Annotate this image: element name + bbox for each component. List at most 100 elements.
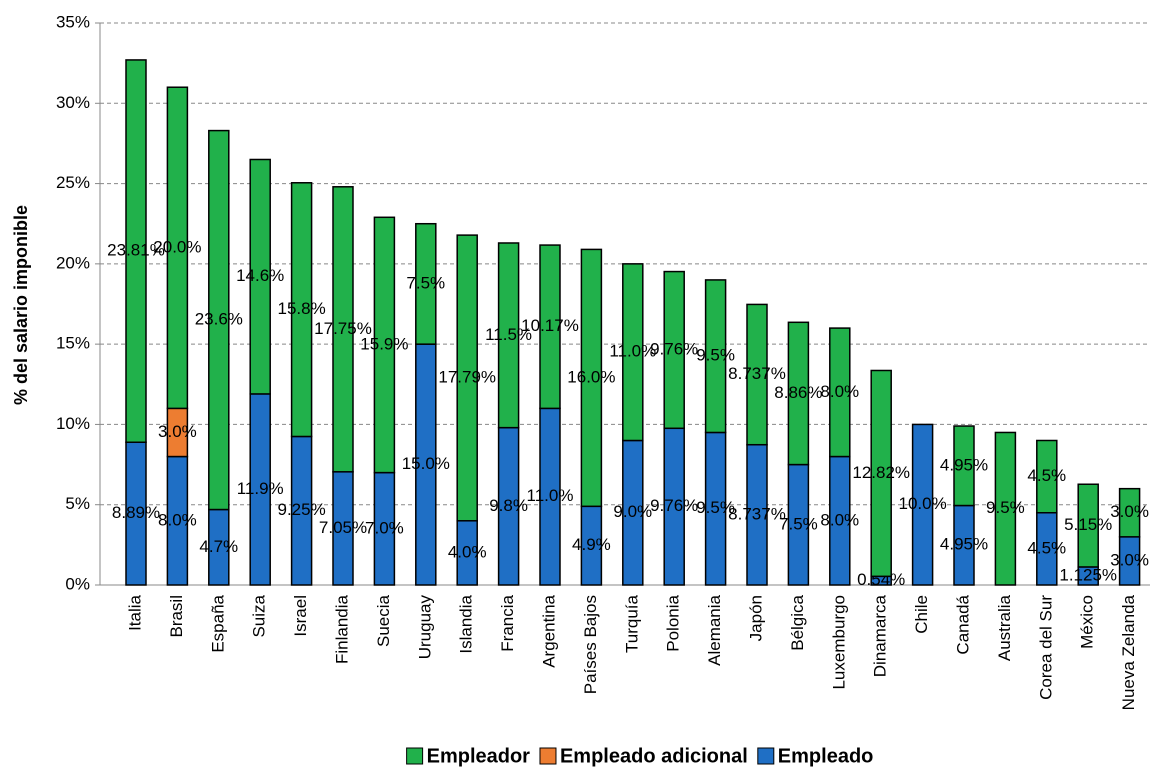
data-label: 3.0%: [1110, 502, 1149, 521]
x-tick-label: Brasil: [167, 595, 186, 638]
legend-label: Empleado adicional: [560, 745, 748, 767]
x-tick-label: Chile: [912, 595, 931, 634]
data-label: 17.79%: [438, 367, 496, 386]
bar-segment: [870, 369, 892, 578]
data-label: 8.737%: [728, 504, 786, 523]
bar-segment: [290, 182, 313, 438]
x-tick-label: Japón: [746, 595, 765, 641]
legend-swatch: [757, 747, 775, 765]
data-label: 7.0%: [365, 518, 404, 537]
x-tick-label: Polonia: [664, 594, 683, 651]
x-tick-label: Australia: [995, 594, 1014, 661]
bar-segment: [663, 270, 685, 430]
y-tick-label: 30%: [56, 93, 90, 112]
x-tick-label: Bélgica: [788, 594, 807, 650]
x-tick-label: Suecia: [374, 594, 393, 647]
data-label: 9.8%: [489, 496, 528, 515]
data-label: 14.6%: [236, 266, 284, 285]
data-label: 15.9%: [360, 334, 408, 353]
data-label: 8.86%: [774, 383, 822, 402]
bar-segment: [166, 86, 189, 410]
data-label: 8.737%: [728, 364, 786, 383]
y-tick-label: 10%: [56, 414, 90, 433]
bar-segment: [1118, 487, 1141, 538]
bar-segment: [539, 244, 561, 410]
data-label: 12.82%: [852, 463, 910, 482]
y-tick-label: 5%: [65, 494, 90, 513]
bar-segment: [994, 431, 1017, 586]
bar-segment: [622, 263, 644, 442]
x-tick-label: Canadá: [953, 594, 972, 654]
bar-segment: [580, 248, 603, 508]
data-label: 4.5%: [1027, 538, 1066, 557]
y-tick-label: 15%: [56, 334, 90, 353]
data-label: 7.5%: [406, 273, 445, 292]
data-label: 8.0%: [158, 510, 197, 529]
y-tick-label: 35%: [56, 12, 90, 31]
bar-segment: [829, 327, 851, 458]
data-label: 9.5%: [696, 346, 735, 365]
bar-segment: [704, 279, 727, 434]
bar-segment: [456, 234, 478, 522]
data-label: 8.89%: [112, 503, 160, 522]
x-tick-label: Dinamarca: [871, 594, 890, 677]
x-tick-label: Italia: [125, 594, 144, 630]
data-label: 5.15%: [1064, 515, 1112, 534]
legend-label: Empleado: [778, 745, 874, 767]
data-label: 9.0%: [613, 502, 652, 521]
bar-segment: [415, 222, 437, 345]
bar-segment: [208, 129, 230, 511]
data-label: 4.95%: [940, 455, 988, 474]
legend-swatch: [539, 747, 557, 765]
data-label: 4.5%: [1027, 466, 1066, 485]
x-tick-label: México: [1078, 595, 1097, 649]
y-axis-label: % del salario imponible: [11, 205, 31, 405]
data-label: 11.0%: [527, 486, 574, 505]
data-label: 4.9%: [572, 535, 611, 554]
data-label: 8.0%: [820, 382, 859, 401]
data-label: 15.0%: [402, 454, 450, 473]
x-tick-label: Francia: [498, 594, 517, 651]
data-label: 9.5%: [986, 498, 1025, 517]
bar-segment: [249, 158, 271, 395]
y-tick-label: 25%: [56, 173, 90, 192]
bar-segment: [746, 303, 768, 446]
data-label: 23.6%: [195, 310, 243, 329]
bar-segment: [373, 216, 396, 474]
bar-segment: [953, 425, 975, 507]
data-label: 3.0%: [1110, 550, 1149, 569]
data-label: 0.54%: [857, 570, 905, 589]
legend-swatch: [406, 747, 424, 765]
data-label: 7.5%: [779, 514, 818, 533]
data-label: 7.05%: [319, 518, 367, 537]
x-tick-label: Israel: [291, 595, 310, 637]
x-tick-label: Islandia: [457, 594, 476, 653]
bar-segment: [787, 321, 810, 466]
x-tick-label: Uruguay: [415, 595, 434, 660]
x-tick-label: Suiza: [250, 594, 269, 637]
data-label: 8.0%: [820, 510, 859, 529]
bar-segment: [911, 423, 934, 586]
data-label: 3.0%: [158, 422, 197, 441]
bar-segment: [1036, 439, 1058, 514]
legend-label: Empleador: [427, 745, 531, 767]
bar-segment: [1077, 483, 1099, 568]
data-label: 17.75%: [314, 319, 372, 338]
y-tick-label: 20%: [56, 253, 90, 272]
data-label: 10.0%: [898, 494, 946, 513]
data-label: 9.76%: [650, 339, 698, 358]
data-label: 16.0%: [567, 367, 615, 386]
data-label: 15.8%: [277, 299, 325, 318]
x-tick-label: Alemania: [705, 594, 724, 665]
bar-segment: [332, 186, 354, 473]
data-label: 4.0%: [448, 542, 487, 561]
data-label: 23.81%: [107, 241, 165, 260]
x-tick-label: Corea del Sur: [1036, 595, 1055, 700]
x-tick-label: Finlandia: [332, 594, 351, 664]
x-tick-label: Nueva Zelanda: [1119, 594, 1138, 710]
x-tick-label: Turquía: [622, 594, 641, 653]
data-label: 9.25%: [277, 500, 325, 519]
data-label: 11.9%: [237, 479, 284, 498]
data-label: 9.76%: [650, 496, 698, 515]
